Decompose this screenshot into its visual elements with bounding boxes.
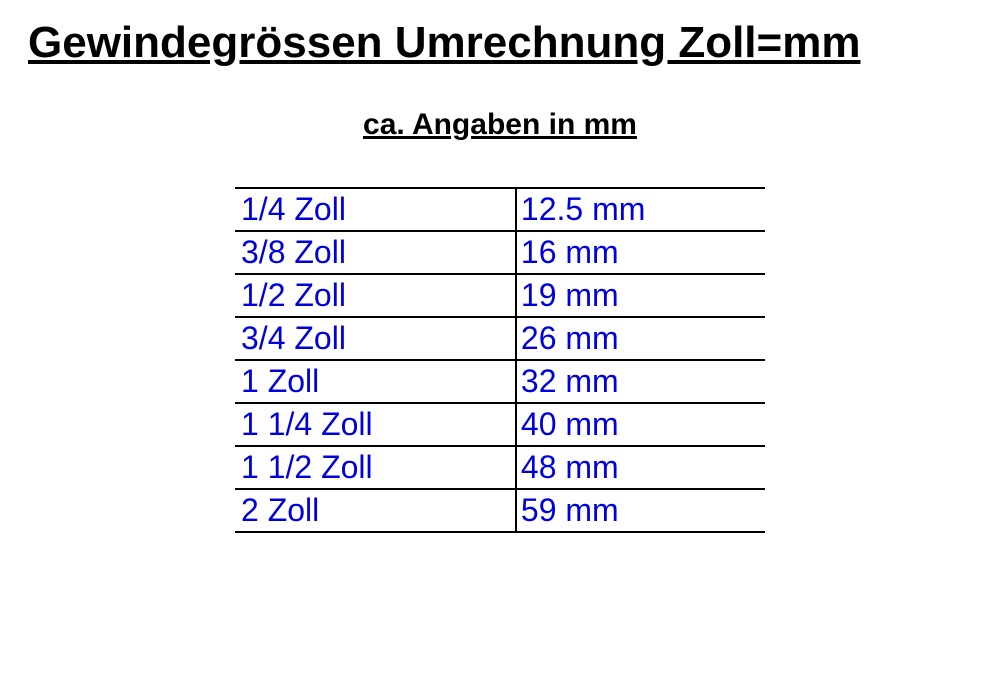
- cell-mm: 16 mm: [516, 231, 765, 274]
- cell-mm: 59 mm: [516, 489, 765, 532]
- table-row: 1/4 Zoll 12.5 mm: [235, 188, 765, 231]
- cell-mm: 40 mm: [516, 403, 765, 446]
- cell-zoll: 1 1/2 Zoll: [235, 446, 516, 489]
- cell-zoll: 1 Zoll: [235, 360, 516, 403]
- table-row: 1/2 Zoll 19 mm: [235, 274, 765, 317]
- cell-zoll: 1 1/4 Zoll: [235, 403, 516, 446]
- cell-mm: 26 mm: [516, 317, 765, 360]
- conversion-table: 1/4 Zoll 12.5 mm 3/8 Zoll 16 mm 1/2 Zoll…: [235, 187, 765, 533]
- page-subtitle: ca. Angaben in mm: [0, 108, 1000, 142]
- cell-mm: 19 mm: [516, 274, 765, 317]
- table-row: 1 Zoll 32 mm: [235, 360, 765, 403]
- table-row: 3/8 Zoll 16 mm: [235, 231, 765, 274]
- cell-zoll: 3/8 Zoll: [235, 231, 516, 274]
- cell-mm: 48 mm: [516, 446, 765, 489]
- table-row: 1 1/2 Zoll 48 mm: [235, 446, 765, 489]
- table-row: 1 1/4 Zoll 40 mm: [235, 403, 765, 446]
- cell-mm: 12.5 mm: [516, 188, 765, 231]
- cell-zoll: 1/2 Zoll: [235, 274, 516, 317]
- table-container: 1/4 Zoll 12.5 mm 3/8 Zoll 16 mm 1/2 Zoll…: [0, 187, 1000, 533]
- table-body: 1/4 Zoll 12.5 mm 3/8 Zoll 16 mm 1/2 Zoll…: [235, 188, 765, 532]
- cell-zoll: 1/4 Zoll: [235, 188, 516, 231]
- cell-zoll: 3/4 Zoll: [235, 317, 516, 360]
- table-row: 2 Zoll 59 mm: [235, 489, 765, 532]
- cell-mm: 32 mm: [516, 360, 765, 403]
- cell-zoll: 2 Zoll: [235, 489, 516, 532]
- page-title: Gewindegrössen Umrechnung Zoll=mm: [0, 18, 1000, 68]
- table-row: 3/4 Zoll 26 mm: [235, 317, 765, 360]
